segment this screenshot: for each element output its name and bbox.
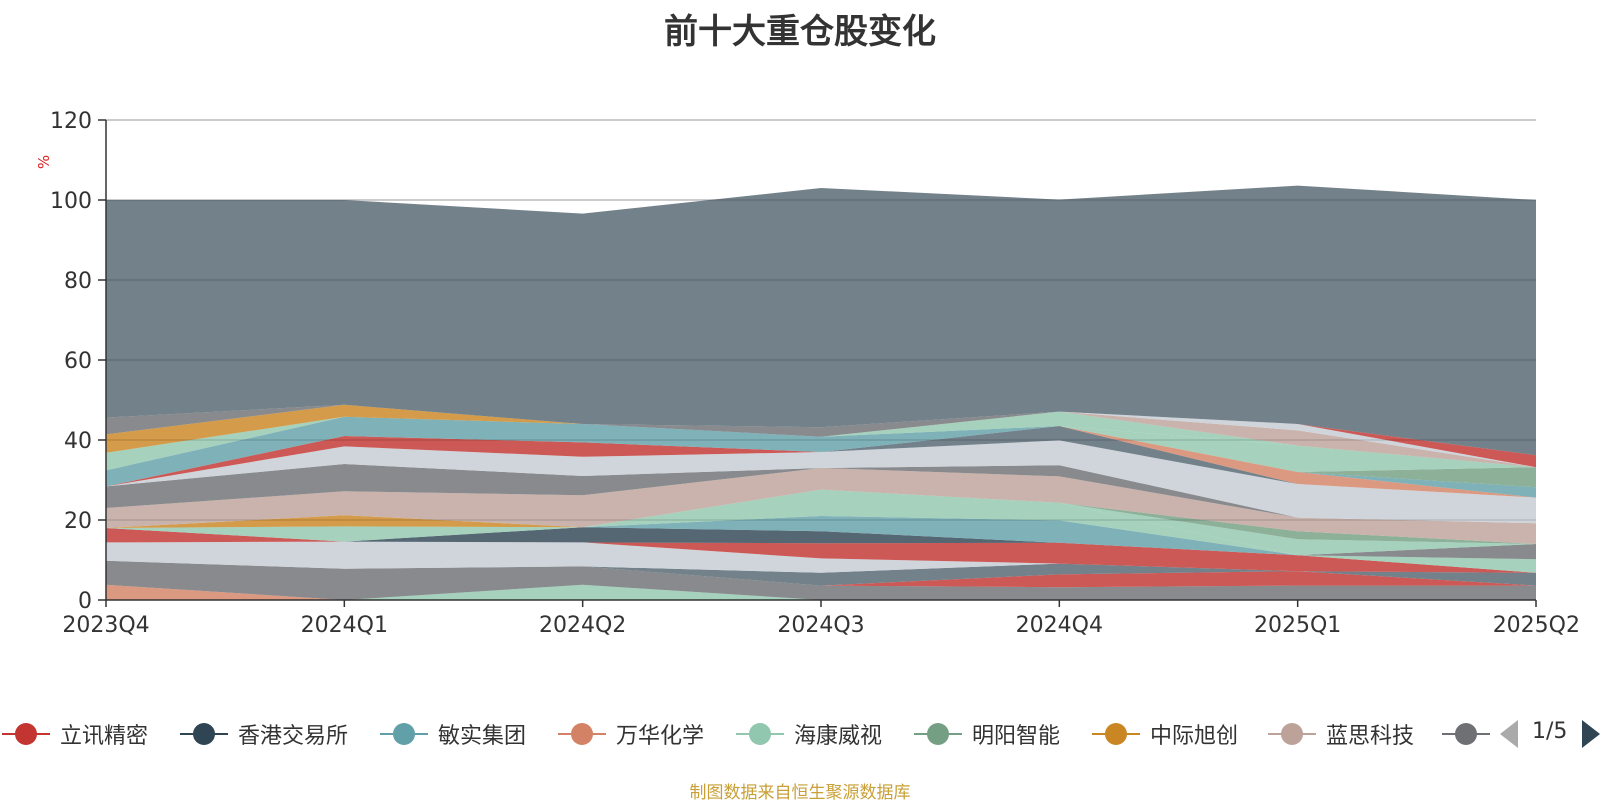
area-series [106,464,1536,524]
legend-item[interactable]: 香港交易所 [178,716,348,752]
area-series [106,560,1536,588]
legend-label: 万华化学 [616,724,705,749]
legend-item[interactable]: 蓝思科技 [1266,716,1414,752]
legend-marker-icon [378,716,430,752]
legend-label: 敏实集团 [438,724,527,749]
area-series [106,489,1536,556]
legend-label: 海康威视 [794,724,883,749]
legend-label: 立讯精密 [60,724,149,749]
area-series [106,527,1536,573]
legend-item[interactable]: 明阳智能 [912,716,1060,752]
area-series [106,416,1536,488]
chart-title: 前十大重仓股变化 [664,12,936,52]
legend-pager: 1/5 [1500,716,1600,752]
y-tick-label: 0 [78,589,92,614]
legend-label: 香港交易所 [238,724,349,749]
legend-label: 蓝思科技 [1326,724,1415,749]
area-series [106,516,1536,556]
stacked-area-chart: 0 20 40 60 80 100 120 2023Q4 2024Q1 2024Q2 2024Q3 2… [35,109,1580,638]
x-tick-label: 2024Q2 [539,613,626,638]
area-series [106,584,1536,600]
legend-marker-icon [1440,716,1492,752]
x-tick-label: 2024Q4 [1016,613,1103,638]
y-tick-label: 120 [50,109,92,134]
y-axis-unit-label: % [35,155,53,169]
legend-item[interactable]: 中际旭创 [1090,716,1238,752]
area-series [106,526,1536,573]
legend-label: 明阳智能 [972,724,1061,749]
legend-marker-icon [1266,716,1318,752]
area-series [106,560,1536,600]
area-series [106,489,1536,544]
x-tick-label: 2025Q2 [1493,613,1580,638]
legend-item[interactable] [1440,716,1492,752]
area-series-layer [106,119,1536,600]
next-page-icon[interactable] [1582,720,1600,748]
y-tick-label: 80 [64,269,92,294]
legend-label: 中际旭创 [1150,724,1239,749]
area-series [106,489,1536,556]
legend-item[interactable]: 万华化学 [556,716,704,752]
area-series [106,404,1536,468]
area-series [106,515,1536,556]
y-tick-label: 100 [50,189,92,214]
area-series [106,468,1536,544]
x-tick-label: 2025Q1 [1254,613,1341,638]
area-series [106,411,1536,468]
area-series [106,426,1536,488]
legend-marker-icon [0,716,52,752]
area-series [106,541,1536,573]
area-series [106,411,1536,468]
area-series [106,560,1536,586]
area-series [106,185,1536,456]
axes: 0 20 40 60 80 100 120 2023Q4 2024Q1 2024Q2 2024Q3 2… [50,109,1580,638]
x-tick-label: 2024Q3 [777,613,864,638]
legend-marker-icon [1090,716,1142,752]
area-series [106,416,1536,472]
area-series [106,404,1536,456]
area-series [106,440,1536,524]
x-tick-label: 2024Q1 [301,613,388,638]
prev-page-icon[interactable] [1500,720,1518,748]
y-tick-label: 60 [64,349,92,374]
legend-item[interactable]: 海康威视 [734,716,882,752]
x-tick-label: 2023Q4 [62,613,149,638]
area-series [106,584,1536,600]
y-tick-label: 20 [64,509,92,534]
area-series [106,528,1536,573]
legend-page-indicator: 1/5 [1532,719,1568,744]
legend-marker-icon [178,716,230,752]
legend-marker-icon [556,716,608,752]
legend-marker-icon [912,716,964,752]
legend-item[interactable]: 立讯精密 [0,716,148,752]
data-source-footer: 制图数据来自恒生聚源数据库 [689,783,911,803]
legend: 立讯精密 香港交易所 敏实集团 万华化学 海康威视 明阳智能 中际旭创 蓝思科技 [0,716,1600,752]
area-series [106,526,1536,560]
legend-item[interactable]: 敏实集团 [378,716,526,752]
legend-marker-icon [734,716,786,752]
y-tick-label: 40 [64,429,92,454]
